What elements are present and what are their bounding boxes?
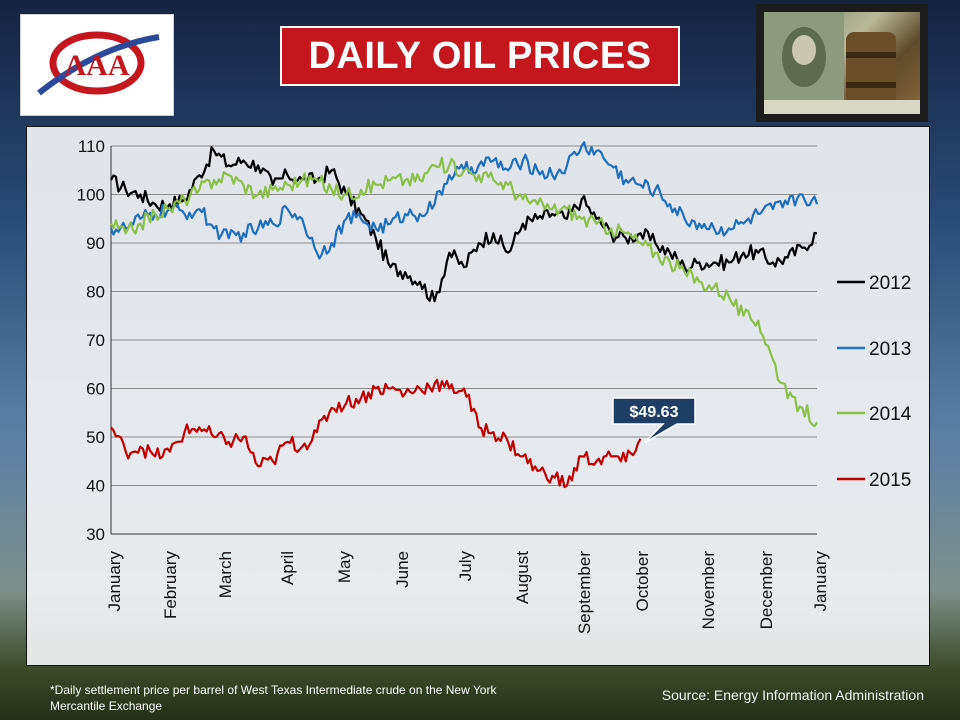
aaa-logo: AAA xyxy=(20,14,174,116)
y-tick-label: 70 xyxy=(86,331,105,350)
series-line-2013 xyxy=(109,141,819,260)
y-tick-label: 110 xyxy=(78,137,105,156)
y-tick-label: 40 xyxy=(86,477,105,496)
series-line-2014 xyxy=(110,156,818,428)
dollar-bill-icon xyxy=(764,12,920,114)
dollar-bill-oil-barrel-photo xyxy=(756,4,928,122)
y-tick-label: 50 xyxy=(86,428,105,447)
y-tick-label: 100 xyxy=(77,186,105,205)
x-tick-label: February xyxy=(161,551,180,620)
aaa-logo-icon: AAA xyxy=(37,31,160,96)
grid-lines xyxy=(110,145,817,535)
legend-label-2012: 2012 xyxy=(869,273,911,294)
page-title: DAILY OIL PRICES xyxy=(280,26,680,86)
y-tick-label: 60 xyxy=(86,380,105,399)
x-tick-label: August xyxy=(513,551,532,604)
legend-label-2015: 2015 xyxy=(869,470,911,491)
y-tick-label: 30 xyxy=(86,525,105,544)
callout-box xyxy=(612,397,696,444)
price-callout: $49.63 xyxy=(612,397,696,444)
x-axis-ticks: January February March April May June July Augu… xyxy=(105,551,830,635)
x-tick-label: November xyxy=(699,551,718,630)
source-credit: Source: Energy Information Administratio… xyxy=(661,687,924,703)
x-tick-label: October xyxy=(633,551,652,612)
y-tick-label: 90 xyxy=(86,234,105,253)
oil-price-chart: 30 40 50 60 70 80 90 100 110 January February Marc… xyxy=(77,137,912,635)
y-axis-ticks: 30 40 50 60 70 80 90 100 110 xyxy=(77,137,105,544)
legend: 2012 2013 2014 2015 xyxy=(837,273,912,491)
series-line-2012 xyxy=(110,146,818,303)
logo-text: AAA xyxy=(65,49,130,82)
logo-swoosh xyxy=(37,34,160,96)
chart-panel: 30 40 50 60 70 80 90 100 110 January February Marc… xyxy=(26,126,930,666)
x-tick-label: January xyxy=(105,551,124,612)
x-tick-label: June xyxy=(393,551,412,588)
x-tick-label: April xyxy=(278,551,297,585)
legend-label-2014: 2014 xyxy=(869,404,912,425)
x-tick-label: May xyxy=(335,551,354,584)
x-tick-label: September xyxy=(575,551,594,634)
x-tick-label: January xyxy=(811,551,830,612)
x-tick-label: December xyxy=(757,551,776,630)
x-tick-label: July xyxy=(456,551,475,582)
series-line-2015 xyxy=(110,378,642,489)
series-lines xyxy=(109,141,819,489)
legend-label-2013: 2013 xyxy=(869,339,911,360)
footnote: *Daily settlement price per barrel of We… xyxy=(50,683,497,713)
x-tick-label: March xyxy=(216,551,235,598)
callout-label: $49.63 xyxy=(630,404,679,421)
y-tick-label: 80 xyxy=(86,283,105,302)
